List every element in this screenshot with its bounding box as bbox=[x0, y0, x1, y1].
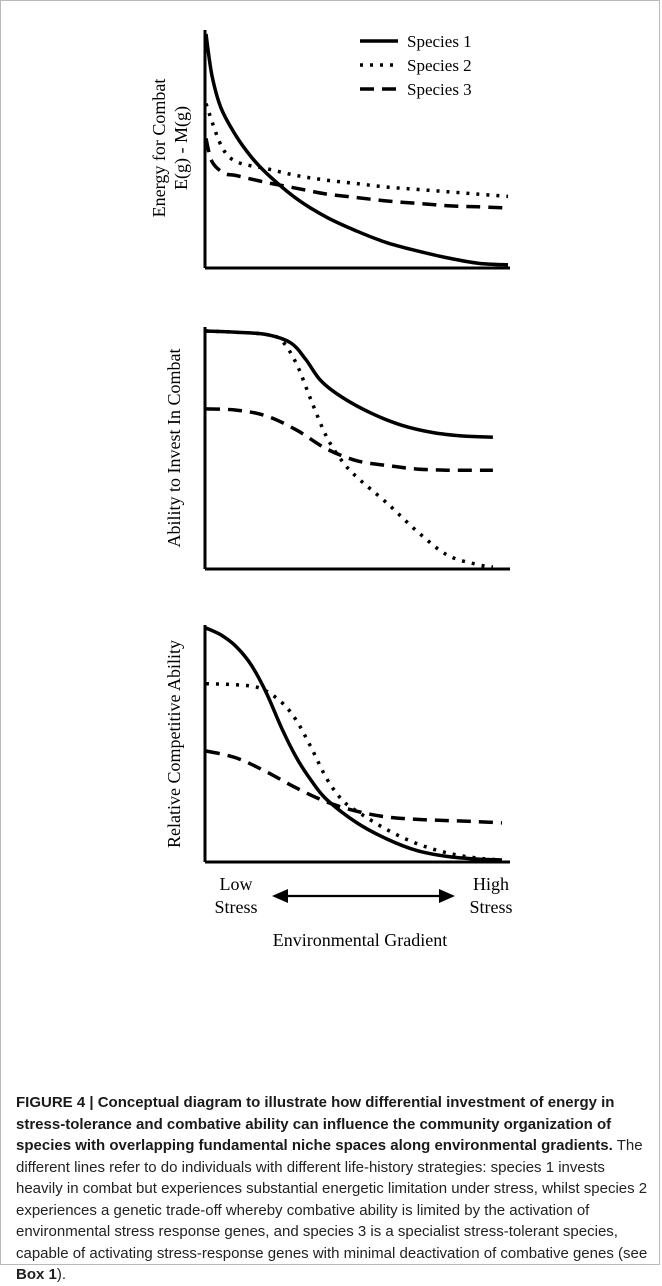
caption-box-reference: Box 1 bbox=[16, 1266, 57, 1283]
caption-lead: FIGURE 4 | Conceptual diagram to illustr… bbox=[16, 1094, 615, 1154]
legend: Species 1 Species 2 Species 3 bbox=[360, 32, 472, 99]
series-line-species-1 bbox=[205, 626, 503, 862]
figure-charts: Energy for Combat E(g) - M(g) Species 1 … bbox=[149, 30, 513, 950]
figure-caption: FIGURE 4 | Conceptual diagram to illustr… bbox=[16, 1092, 652, 1286]
series-line-species-1 bbox=[205, 329, 493, 439]
x-axis-label: Environmental Gradient bbox=[273, 930, 447, 950]
panel-energy-for-combat: Energy for Combat E(g) - M(g) Species 1 … bbox=[149, 30, 510, 270]
series-line-species-3 bbox=[205, 749, 503, 825]
caption-body: The different lines refer to do individu… bbox=[16, 1137, 648, 1262]
gradient-arrow bbox=[272, 889, 455, 903]
legend-label-species-3: Species 3 bbox=[407, 80, 472, 99]
x-end-label-high-line-2: Stress bbox=[469, 897, 512, 917]
x-end-label-high: High bbox=[473, 874, 509, 894]
panel-ability-to-invest: Ability to Invest In Combat bbox=[164, 327, 510, 571]
series-line-species-2 bbox=[205, 681, 503, 862]
x-end-label-low-line-2: Stress bbox=[214, 897, 257, 917]
series-line-species-3 bbox=[204, 137, 509, 210]
series-line-species-1 bbox=[204, 33, 509, 267]
x-end-label-low: Low bbox=[220, 874, 253, 894]
caption-tail: ). bbox=[56, 1266, 67, 1283]
legend-label-species-2: Species 2 bbox=[407, 56, 472, 75]
series-line-species-3 bbox=[205, 407, 493, 473]
series-line-species-2 bbox=[205, 329, 494, 569]
y-axis-label: Energy for Combat bbox=[149, 79, 169, 218]
y-axis-label: Relative Competitive Ability bbox=[164, 640, 184, 848]
legend-label-species-1: Species 1 bbox=[407, 32, 472, 51]
y-axis-label-line-2: E(g) - M(g) bbox=[171, 106, 192, 190]
panel-relative-competitive-ability: Relative Competitive Ability Low Stress … bbox=[164, 625, 513, 950]
series-line-species-2 bbox=[204, 103, 509, 199]
y-axis-label: Ability to Invest In Combat bbox=[164, 349, 184, 548]
